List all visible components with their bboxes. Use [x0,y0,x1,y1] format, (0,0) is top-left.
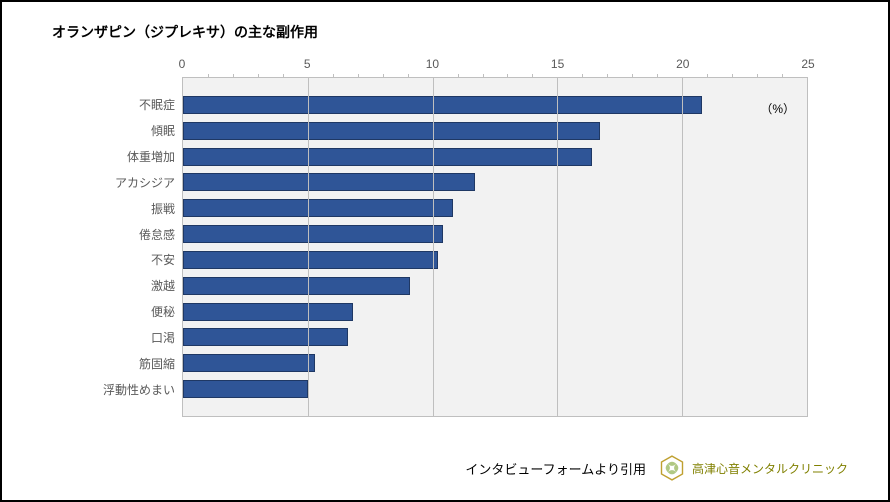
bar-row: アカシジア [183,173,807,191]
bar [183,96,702,114]
minor-tick [408,74,409,78]
gridline [557,78,558,416]
bar [183,354,315,372]
footer: インタビューフォームより引用 高津心音メンタルクリニック [2,454,848,482]
minor-tick [483,74,484,78]
bar-row: 倦怠感 [183,225,807,243]
minor-tick [507,74,508,78]
bar-row: 口渇 [183,328,807,346]
x-tick-label: 5 [304,57,311,71]
bar [183,251,438,269]
bar [183,225,443,243]
bar-category-label: アカシジア [115,174,183,191]
minor-tick [458,74,459,78]
bar-row: 体重増加 [183,148,807,166]
clinic-logo-icon [658,454,686,482]
bar [183,199,453,217]
x-tick-label: 15 [551,57,564,71]
bar-row: 不眠症 [183,96,807,114]
bar [183,328,348,346]
minor-tick [707,74,708,78]
bar-category-label: 不眠症 [139,96,183,113]
x-tick-label: 0 [179,57,186,71]
bar-category-label: 不安 [151,251,183,268]
bar-row: 浮動性めまい [183,380,807,398]
chart-title: オランザピン（ジプレキサ）の主な副作用 [52,22,848,42]
x-axis: 0510152025 [182,57,808,77]
minor-tick [532,74,533,78]
bar [183,148,592,166]
x-tick-label: 10 [426,57,439,71]
bar [183,173,475,191]
minor-tick [283,74,284,78]
bar-category-label: 浮動性めまい [103,381,183,398]
citation-text: インタビューフォームより引用 [465,459,646,478]
bar-category-label: 傾眠 [151,122,183,139]
minor-tick [582,74,583,78]
minor-tick [632,74,633,78]
plot-area: （%） 不眠症傾眠体重増加アカシジア振戦倦怠感不安激越便秘口渇筋固縮浮動性めまい [182,77,808,417]
bar-category-label: 倦怠感 [139,226,183,243]
chart: 0510152025 （%） 不眠症傾眠体重増加アカシジア振戦倦怠感不安激越便秘… [182,57,808,417]
bar-category-label: 振戦 [151,200,183,217]
minor-tick [657,74,658,78]
minor-tick [782,74,783,78]
bar-row: 激越 [183,277,807,295]
minor-tick [258,74,259,78]
bar-category-label: 体重増加 [127,148,183,165]
gridline [433,78,434,416]
bar-category-label: 口渇 [151,329,183,346]
bar-category-label: 激越 [151,277,183,294]
bar-row: 筋固縮 [183,354,807,372]
bar-row: 傾眠 [183,122,807,140]
bar [183,122,600,140]
bar-row: 便秘 [183,303,807,321]
bar [183,380,308,398]
x-tick-label: 20 [676,57,689,71]
gridline [308,78,309,416]
bar [183,277,410,295]
bar-row: 不安 [183,251,807,269]
x-tick-label: 25 [801,57,814,71]
gridline [682,78,683,416]
minor-tick [358,74,359,78]
minor-tick [757,74,758,78]
minor-tick [607,74,608,78]
bar-row: 振戦 [183,199,807,217]
clinic-name: 高津心音メンタルクリニック [692,460,848,477]
bar-category-label: 便秘 [151,303,183,320]
minor-tick [208,74,209,78]
minor-tick [732,74,733,78]
bar-category-label: 筋固縮 [139,355,183,372]
minor-tick [233,74,234,78]
clinic-branding: 高津心音メンタルクリニック [658,454,848,482]
bar [183,303,353,321]
minor-tick [333,74,334,78]
minor-tick [383,74,384,78]
